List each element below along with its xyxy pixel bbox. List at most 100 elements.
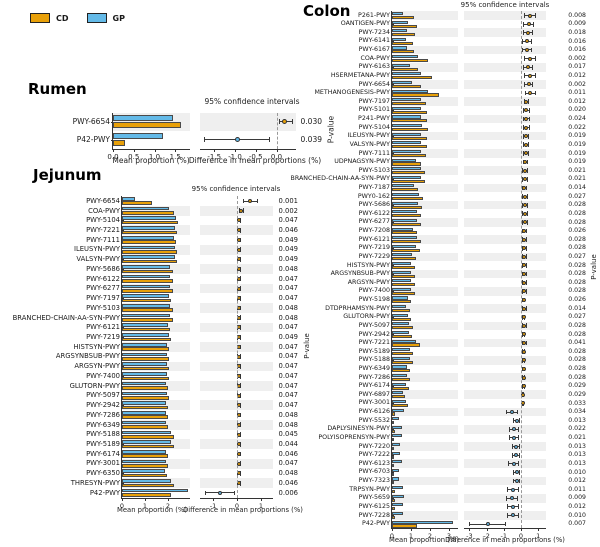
row-stripe-bars <box>391 269 458 279</box>
row-label: PWY-5097 <box>86 391 120 400</box>
ci-cap-low <box>508 426 510 432</box>
gp-bar <box>122 411 166 415</box>
ci-dot <box>523 160 528 165</box>
p-value: 0.047 <box>278 391 298 400</box>
ci-dot <box>525 30 530 35</box>
cd-bar <box>392 153 427 157</box>
cd-bar <box>392 76 432 80</box>
row-label: HISTSYN-PWY <box>73 342 120 351</box>
ci-dot <box>514 418 519 423</box>
ci-cap-high <box>517 409 519 415</box>
p-value: 0.002 <box>568 80 586 88</box>
row-label: PWY-3001 <box>358 399 390 407</box>
p-value: 0.045 <box>278 430 298 439</box>
ci-dot <box>239 208 244 213</box>
ci-cap-low <box>522 194 524 199</box>
row-label: PWY-3001 <box>86 459 120 468</box>
ci-dot <box>512 435 517 440</box>
cd-bar <box>392 50 414 54</box>
gp-bar <box>122 313 171 318</box>
cd-bar <box>392 524 417 528</box>
cd-bar <box>122 279 173 283</box>
ci-cap-high <box>525 228 527 234</box>
row-label: PWY-6122 <box>358 209 390 217</box>
ci-cap-low <box>524 73 526 79</box>
row-label: DAPLYSINESYN-PWY <box>327 425 390 433</box>
p-value: 0.012 <box>568 502 586 510</box>
ci-header: 95% confidence intervals <box>204 97 300 106</box>
p-value: 0.012 <box>568 477 586 485</box>
bars-x-tick <box>145 498 146 501</box>
row-label: PWY-5189 <box>86 440 120 449</box>
cd-bar <box>122 405 168 410</box>
cd-bar <box>122 337 172 342</box>
bars-tick-label: 3 <box>446 532 452 540</box>
ci-tick-label: -3 <box>466 532 473 540</box>
ci-dot <box>524 142 529 147</box>
cd-bar <box>122 386 168 390</box>
gp-bar <box>122 216 177 221</box>
row-stripe-bars <box>391 373 458 382</box>
gp-bar <box>122 352 167 357</box>
ci-cap-high <box>527 202 529 208</box>
row-label: PWY-2942 <box>358 330 390 338</box>
ci-x-axis <box>464 528 546 529</box>
row-stripe-ci <box>464 235 546 244</box>
cd-bar <box>392 291 415 295</box>
p-value: 0.047 <box>278 284 298 293</box>
ci-cap-low <box>524 56 526 61</box>
cd-bar <box>122 454 168 458</box>
cd-bar <box>392 300 411 304</box>
p-value-axis-title: P-value <box>590 254 598 280</box>
row-label: PWY-7400 <box>86 371 120 380</box>
ci-cap-high <box>525 280 527 286</box>
gp-bar <box>392 193 419 197</box>
ci-cap-low <box>523 151 525 156</box>
p-value: 0.026 <box>568 296 586 304</box>
row-stripe-bars <box>391 11 458 20</box>
ci-dot <box>218 490 223 495</box>
row-stripe-ci <box>464 11 546 20</box>
p-value: 0.028 <box>568 261 586 269</box>
ci-tick-label: -2 <box>483 532 490 540</box>
p-value: 0.047 <box>278 381 298 390</box>
ci-dot <box>522 306 527 311</box>
row-label: PWY-5188 <box>358 356 390 364</box>
p-value: 0.049 <box>278 245 298 254</box>
p-value: 0.028 <box>568 321 586 329</box>
cd-bar <box>392 222 422 226</box>
row-stripe-ci <box>200 244 273 255</box>
ci-dot <box>523 211 528 216</box>
row-stripe-bars <box>391 131 458 141</box>
cd-bar <box>392 102 427 106</box>
ci-dot <box>513 453 518 458</box>
row-label: PWY-5198 <box>358 296 390 304</box>
ci-dot <box>511 504 516 509</box>
ci-cap-low <box>522 116 524 122</box>
gp-bar <box>392 80 412 85</box>
p-value: 0.022 <box>568 425 586 433</box>
ci-x-tick <box>538 528 540 531</box>
p-value: 0.019 <box>568 132 586 140</box>
row-stripe-ci <box>200 264 273 274</box>
ci-cap-low <box>507 487 509 492</box>
row-label: PWY-7222 <box>358 451 390 459</box>
gp-bar <box>392 29 408 33</box>
cd-bar <box>392 257 416 261</box>
cd-bar <box>392 446 394 450</box>
gp-bar <box>122 235 174 240</box>
legend: CD GP <box>30 13 125 23</box>
p-value: 0.010 <box>568 511 586 519</box>
row-stripe-ci <box>464 149 546 158</box>
ci-cap-low <box>522 30 524 36</box>
gp-bar <box>122 255 175 259</box>
p-value: 0.027 <box>568 192 586 200</box>
p-value: 0.028 <box>568 201 586 209</box>
row-stripe-ci <box>464 459 546 469</box>
row-stripe-ci <box>464 424 546 434</box>
zero-dashed-line <box>521 11 522 528</box>
p-value: 0.047 <box>278 294 298 303</box>
row-label: PWY-5659 <box>358 494 390 502</box>
row-stripe-ci <box>464 287 546 296</box>
